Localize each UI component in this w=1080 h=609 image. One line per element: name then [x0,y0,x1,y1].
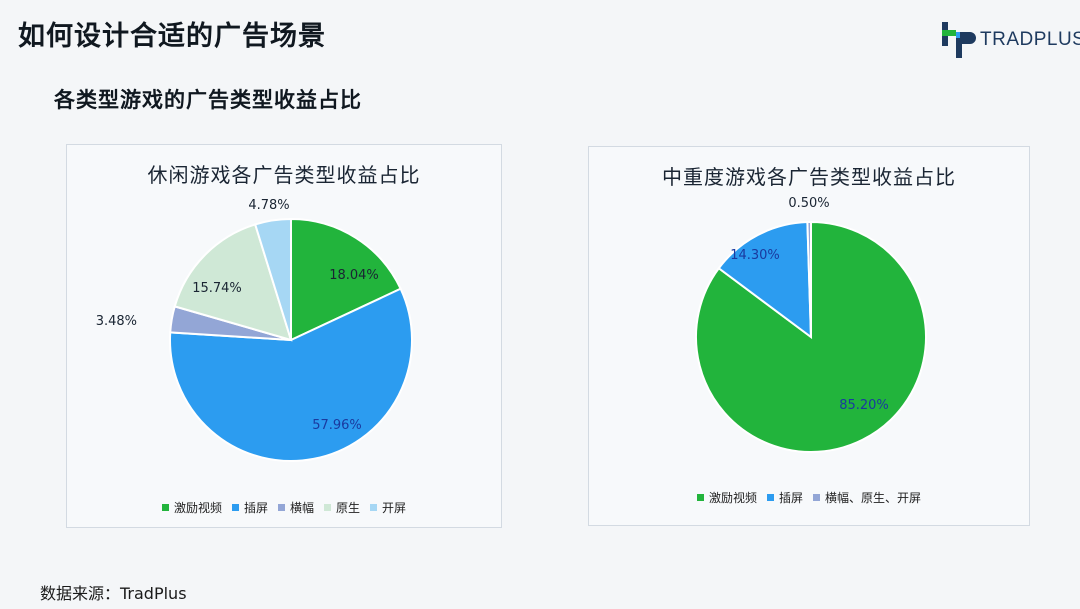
pie-slice [717,221,813,340]
legend-item: 横幅、原生、开屏 [813,489,921,506]
pie-slice [169,287,413,463]
tradplus-logo-icon [942,22,976,58]
legend-label: 激励视频 [708,491,757,505]
legend-swatch [324,504,331,511]
casual-games-pie-chart: 18.04% 57.96% 3.48% 15.74% 4.78% [96,198,413,463]
legend-item: 插屏 [231,499,268,516]
legend-label: 原生 [336,501,361,515]
legend-swatch [766,494,774,501]
data-label: 3.48% [96,314,137,329]
legend-label: 横幅 [289,501,314,515]
legend-swatch [370,504,378,511]
legend-item: 插屏 [766,489,803,506]
data-source: 数据来源：TradPlus [40,580,187,604]
data-label: 57.96% [312,418,362,433]
legend-label: 插屏 [243,501,268,515]
chart-title: 休闲游戏各广告类型收益占比 [147,163,421,187]
midcore-games-pie-chart: 85.20% 14.30% 0.50% [695,196,927,453]
data-label: 18.04% [329,268,379,283]
pie-slice [253,217,292,341]
legend-item: 激励视频 [696,489,757,506]
legend-item: 激励视频 [161,499,222,516]
legend-label: 横幅、原生、开屏 [825,491,922,505]
data-label: 14.30% [730,248,780,263]
chart-legend: 激励视频 插屏 横幅 原生 开屏 [67,499,501,516]
section-title: 各类型游戏的广告类型收益占比 [54,88,362,112]
data-source-text: 数据来源：TradPlus [40,584,187,603]
legend-item: 横幅 [277,499,314,516]
legend-swatch [231,504,239,511]
chart-legend: 激励视频 插屏 横幅、原生、开屏 [589,489,1029,506]
legend-label: 开屏 [382,501,407,515]
data-label: 15.74% [192,281,242,296]
midcore-games-chart-panel: 中重度游戏各广告类型收益占比 85.20% 14.30% 0.50% 激励视频 插屏 横… [588,146,1030,526]
casual-games-chart-panel: 休闲游戏各广告类型收益占比 18.04% 57.96% 3.48% 15.74% 4.7… [66,144,502,528]
legend-label: 激励视频 [173,501,222,515]
data-label: 85.20% [839,398,889,413]
data-label: 0.50% [788,196,829,211]
logo-text: TRADPLUS [980,29,1080,50]
legend-item: 开屏 [370,499,406,516]
chart-title: 中重度游戏各广告类型收益占比 [662,165,956,189]
pie-slice [806,220,812,338]
legend-swatch [277,504,285,511]
legend-swatch [696,494,704,501]
slide-title: 如何设计合适的广告场景 [18,21,326,52]
legend-item: 原生 [324,499,360,516]
tradplus-logo: TRADPLUS [938,20,1080,60]
legend-swatch [161,504,169,511]
legend-label: 插屏 [778,491,803,505]
pie-slice [290,217,402,342]
pie-slice [173,223,293,342]
legend-swatch [813,494,820,501]
data-label: 4.78% [248,198,289,213]
